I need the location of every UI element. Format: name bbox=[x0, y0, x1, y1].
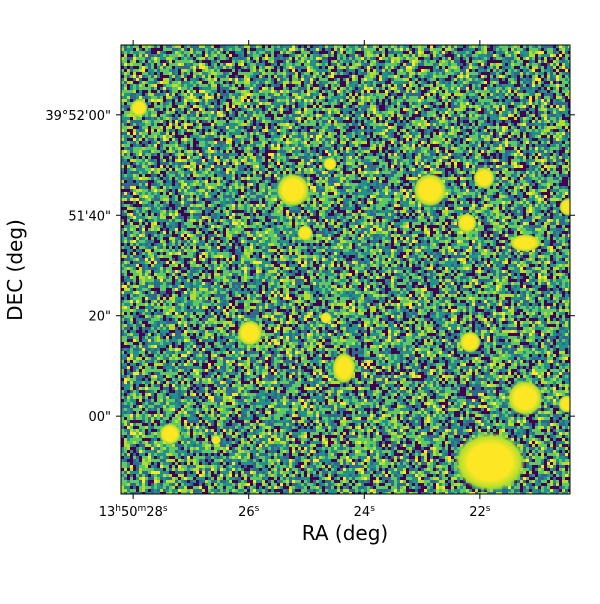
x-axis-label: RA (deg) bbox=[302, 521, 388, 545]
noise bbox=[121, 45, 570, 494]
y-tick-label: 51'40" bbox=[68, 209, 111, 224]
sources bbox=[130, 99, 570, 492]
frame bbox=[120, 44, 571, 495]
x-tick-label: 22s bbox=[469, 504, 491, 520]
noise bbox=[121, 45, 570, 494]
noise bbox=[121, 45, 570, 494]
image bbox=[121, 45, 570, 494]
x-tick-label: 13h50m28s bbox=[99, 504, 168, 520]
x-tick-label: 26s bbox=[238, 504, 260, 520]
x-tick-label: 24s bbox=[354, 504, 376, 520]
noise bbox=[121, 45, 570, 494]
noise bbox=[121, 45, 570, 494]
y-tick-label: 00" bbox=[88, 410, 111, 425]
y-tick-label: 39°52'00" bbox=[45, 109, 111, 124]
y-tick-label: 20" bbox=[88, 310, 111, 325]
y-axis-label: DEC (deg) bbox=[3, 219, 27, 321]
